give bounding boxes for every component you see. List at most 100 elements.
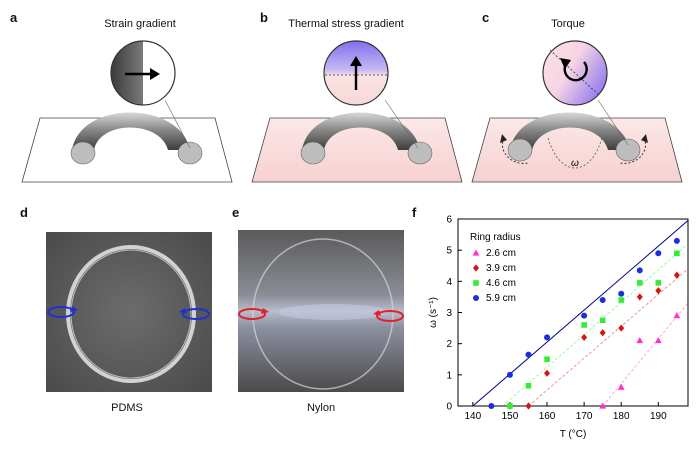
x-tick-label: 170 xyxy=(576,411,593,422)
data-point xyxy=(636,280,643,286)
panel-a-ring-end-right xyxy=(177,141,203,165)
data-point xyxy=(488,403,495,409)
panel-b-arrow-head xyxy=(350,56,362,66)
fit-line-26cm xyxy=(602,302,689,407)
panel-d-photo xyxy=(46,232,212,392)
y-tick-label: 3 xyxy=(446,308,452,319)
fit-line-46cm xyxy=(502,243,689,407)
data-point xyxy=(673,271,680,279)
omega-vs-temperature-chart: 140 150 160 170 180 190 0 1 2 3 4 5 6 T (°C) ω (s⁻¹) Ri… xyxy=(428,215,689,440)
data-point xyxy=(618,290,625,297)
data-point xyxy=(673,312,681,319)
panel-a-ring xyxy=(72,112,190,150)
data-point xyxy=(618,324,625,332)
legend-marker xyxy=(473,264,479,272)
data-point xyxy=(525,382,532,389)
panel-c-diagonal-line xyxy=(549,49,601,97)
legend-entry: 3.9 cm xyxy=(486,263,516,274)
panel-d-arrow-right xyxy=(179,308,210,320)
data-point xyxy=(636,267,643,274)
y-tick-label: 1 xyxy=(446,370,452,381)
panel-d-letter: d xyxy=(20,205,28,220)
data-point xyxy=(581,312,588,319)
y-tick-label: 6 xyxy=(446,215,452,226)
data-point xyxy=(581,333,588,342)
x-tick-label: 180 xyxy=(613,411,630,422)
data-point xyxy=(599,329,606,337)
panel-c-torque-arrow-head xyxy=(560,58,571,69)
data-point xyxy=(655,250,662,257)
panel-c-diagram: ω xyxy=(471,40,683,183)
x-tick-label: 140 xyxy=(464,411,481,422)
data-point xyxy=(599,297,606,304)
panel-a-diagram xyxy=(21,40,233,183)
data-point xyxy=(525,351,532,358)
panel-c-letter: c xyxy=(482,10,490,25)
data-point xyxy=(655,287,662,295)
data-point xyxy=(507,403,513,409)
panel-d-caption: PDMS xyxy=(111,402,143,414)
legend-entry: 4.6 cm xyxy=(486,278,516,289)
panel-a-ring-end-left xyxy=(70,141,96,165)
data-point xyxy=(654,336,662,344)
y-tick-label: 0 xyxy=(446,402,452,413)
panel-b-letter: b xyxy=(260,10,268,25)
panel-c-torque-arrow xyxy=(563,61,588,82)
legend-entry: 5.9 cm xyxy=(486,293,516,304)
data-point xyxy=(581,322,587,328)
data-point xyxy=(544,356,550,363)
panel-e-arrow-right xyxy=(373,310,404,322)
x-tick-label: 190 xyxy=(650,411,667,422)
y-axis-label: ω (s⁻¹) xyxy=(428,297,439,328)
panel-c-ring xyxy=(510,112,630,150)
panel-b-title: Thermal stress gradient xyxy=(288,18,404,30)
x-axis-label: T (°C) xyxy=(560,429,587,440)
data-point xyxy=(636,293,643,301)
legend-marker xyxy=(473,280,479,286)
panel-c-dashed-arc xyxy=(547,137,603,169)
data-point xyxy=(599,402,607,409)
fit-line-39cm xyxy=(528,268,689,407)
panel-b-zoom-line xyxy=(384,99,419,149)
panel-b-ring xyxy=(302,112,420,150)
legend-marker xyxy=(472,249,480,256)
data-point xyxy=(636,336,644,344)
panel-d-ring xyxy=(66,245,196,383)
data-point xyxy=(617,383,625,390)
panel-b-ring-end-left xyxy=(300,141,326,165)
data-point xyxy=(506,371,513,378)
legend-title: Ring radius xyxy=(470,232,521,243)
panel-e-letter: e xyxy=(232,205,240,220)
panel-e-arrow-left xyxy=(238,308,269,320)
data-point xyxy=(673,237,680,244)
panel-c-title: Torque xyxy=(551,18,585,30)
panel-e-ring xyxy=(252,238,394,390)
x-tick-label: 150 xyxy=(502,411,519,422)
panel-e-caption: Nylon xyxy=(306,402,336,414)
panel-a-arrow-head xyxy=(150,68,160,80)
panel-f-letter: f xyxy=(412,205,417,220)
panel-c-omega-label: ω xyxy=(571,158,579,169)
panel-e-photo xyxy=(238,230,404,392)
panel-b-ring-end-right xyxy=(407,141,433,165)
data-point xyxy=(525,402,532,410)
legend-entry: 2.6 cm xyxy=(486,248,516,259)
panel-c-ring-end-left xyxy=(507,138,533,162)
panel-c-ring-end-right xyxy=(615,138,641,162)
schematic-diagrams: ω xyxy=(21,40,683,183)
panel-a-letter: a xyxy=(10,10,18,25)
legend-marker xyxy=(473,295,479,301)
panel-a-zoom-line xyxy=(164,99,191,149)
panel-c-rotation-left-head xyxy=(500,134,507,143)
y-tick-label: 5 xyxy=(446,246,452,257)
data-point xyxy=(544,369,551,377)
panel-c-zoom-line xyxy=(597,99,629,146)
data-point xyxy=(618,297,625,303)
panel-d-arrow-left xyxy=(47,306,78,318)
panel-a-title: Strain gradient xyxy=(104,18,176,30)
data-point xyxy=(674,250,680,257)
y-tick-label: 2 xyxy=(446,339,452,350)
panel-b-diagram xyxy=(251,40,463,183)
data-point xyxy=(599,317,606,324)
y-tick-label: 4 xyxy=(446,277,452,288)
